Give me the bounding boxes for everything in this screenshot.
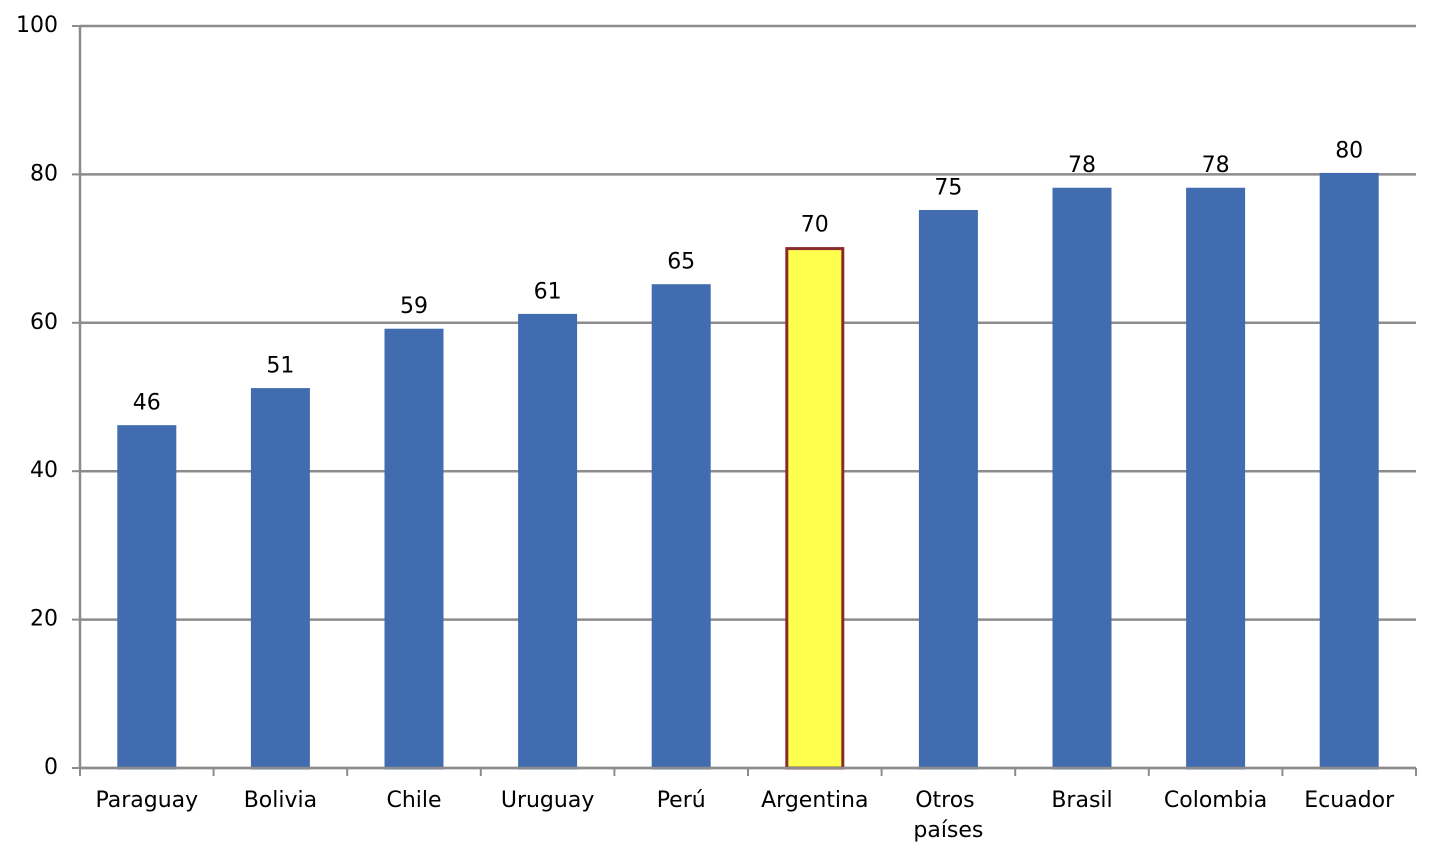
x-tick-label: Argentina (761, 788, 868, 813)
data-label: 80 (1335, 138, 1363, 163)
bar (651, 284, 711, 770)
data-label: 59 (400, 294, 428, 319)
x-tick-label: Colombia (1164, 788, 1267, 813)
x-tick-label: Uruguay (501, 788, 595, 813)
data-label: 46 (133, 391, 161, 416)
data-label: 70 (801, 213, 829, 238)
bar (918, 210, 978, 770)
bar (785, 247, 845, 770)
y-tick-label: 0 (44, 755, 58, 780)
bar (117, 425, 177, 770)
x-tick-label: Brasil (1051, 788, 1112, 813)
data-label: 51 (266, 354, 294, 379)
y-tick-label: 60 (30, 310, 58, 335)
x-tick-label: Perú (657, 788, 706, 813)
y-tick-label: 20 (30, 607, 58, 632)
bar (1319, 172, 1379, 770)
x-tick-label: Bolivia (244, 788, 317, 813)
data-label: 75 (934, 176, 962, 201)
data-label: 61 (534, 279, 562, 304)
bar (384, 328, 444, 770)
x-tick-label: Paraguay (95, 788, 198, 813)
y-tick-label: 40 (30, 458, 58, 483)
data-label: 78 (1068, 153, 1096, 178)
x-tick-label: Ecuador (1304, 788, 1395, 813)
x-tick-label: Chile (386, 788, 441, 813)
y-tick-label: 80 (30, 161, 58, 186)
bar (250, 388, 310, 770)
data-label: 65 (667, 250, 695, 275)
y-tick-label: 100 (16, 13, 58, 38)
data-label: 78 (1202, 153, 1230, 178)
bar (518, 313, 578, 770)
bar (1052, 187, 1112, 770)
bar (1186, 187, 1246, 770)
x-tick-label: Otros países (913, 788, 983, 843)
